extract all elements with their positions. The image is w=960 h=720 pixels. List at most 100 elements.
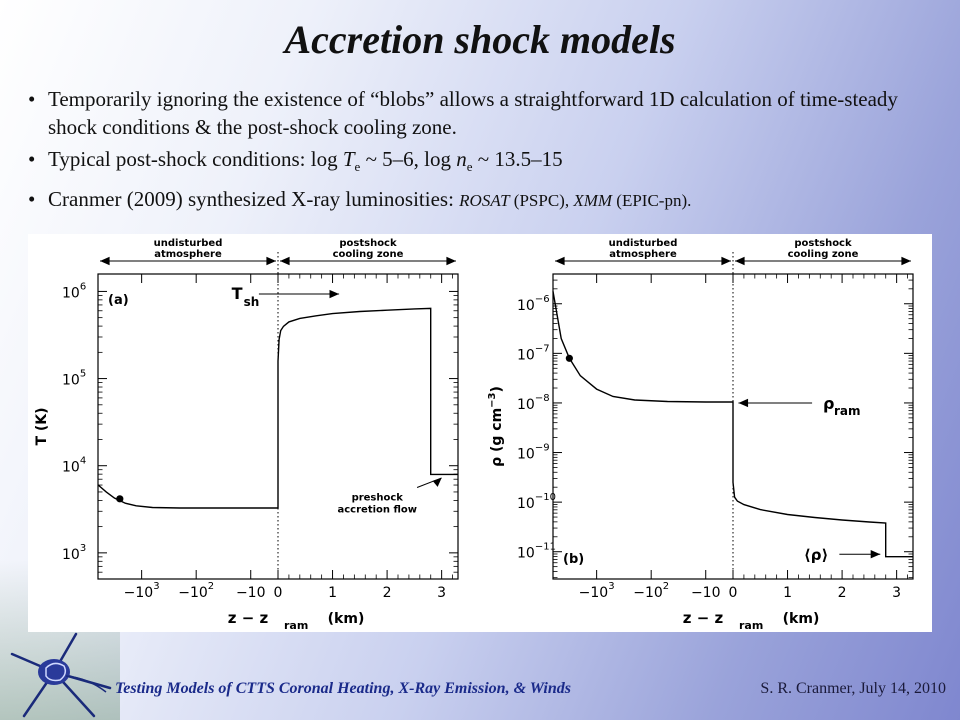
y-axis-label: T (K) — [34, 407, 50, 445]
rho-mean-label: ⟨ρ⟩ — [804, 546, 828, 564]
region-arrowhead — [266, 256, 276, 266]
data-marker — [116, 495, 124, 503]
bullet-text: Cranmer (2009) synthesized X-ray luminos… — [48, 187, 460, 212]
x-tick-label: 0 — [729, 585, 738, 601]
rho-ram-label: ρ — [823, 394, 834, 413]
slide-title: Accretion shock models — [284, 17, 676, 62]
x-tick-exponent: 2 — [663, 581, 669, 592]
region-arrowhead — [735, 256, 745, 266]
region-label-left: undisturbed — [609, 238, 678, 249]
data-marker — [565, 354, 573, 362]
x-axis-label-subscript: ram — [284, 619, 308, 632]
tsh-arrowhead — [329, 289, 340, 299]
x-tick-label: 0 — [274, 585, 283, 601]
region-label-left: atmosphere — [609, 249, 677, 260]
region-label-right: cooling zone — [788, 249, 859, 260]
panel-label: (a) — [108, 293, 129, 308]
y-tick-label: 103 — [62, 543, 86, 563]
region-label-right: cooling zone — [333, 249, 404, 260]
region-arrowhead — [100, 256, 110, 266]
y-tick-exponent: −9 — [535, 443, 550, 454]
data-curve — [552, 291, 913, 558]
x-tick-label: 3 — [892, 585, 901, 601]
bullet-text: n — [456, 147, 467, 171]
x-tick-label: −103 — [124, 581, 160, 601]
bullet-text: ROSAT — [459, 191, 510, 211]
x-axis-unit: (km) — [328, 611, 365, 627]
x-tick-label: −10 — [691, 585, 721, 601]
y-axis-label-end: ) — [489, 386, 505, 392]
figure-panel: undisturbed atmosphere postshock cooling zo… — [28, 234, 932, 632]
x-tick-label: 3 — [437, 585, 446, 601]
x-axis-label-subscript: ram — [739, 619, 763, 632]
y-axis-label-exponent: −3 — [487, 392, 498, 407]
x-axis-label: z − z — [683, 609, 724, 627]
data-curve — [97, 307, 458, 509]
bullet-text: e — [466, 159, 473, 175]
rho-mean-arrowhead — [870, 550, 881, 559]
bullet-text: XMM — [573, 191, 613, 211]
region-arrowhead — [446, 256, 456, 266]
rho-ram-arrowhead — [738, 398, 749, 408]
y-tick-label: 104 — [62, 456, 86, 476]
bullet-item-2: • Typical post-shock conditions: log Te ~… — [28, 145, 938, 181]
region-label-left: undisturbed — [154, 238, 223, 249]
bullet-dot-icon: • — [28, 187, 36, 212]
x-tick-label: 1 — [783, 585, 792, 601]
region-arrowhead — [555, 256, 565, 266]
y-tick-exponent: 5 — [80, 369, 86, 380]
y-tick-exponent: −11 — [535, 542, 556, 553]
bullet-text: Temporarily ignoring the existence of “b… — [48, 87, 898, 139]
y-tick-exponent: −7 — [535, 343, 550, 354]
preshock-arrowhead — [432, 477, 442, 487]
x-tick-exponent: 3 — [153, 581, 159, 592]
bullet-item-1: • Temporarily ignoring the existence of “… — [28, 85, 938, 141]
rho-ram-label-subscript: ram — [834, 404, 861, 418]
y-tick-label: 105 — [62, 369, 86, 389]
bullet-text: T — [342, 147, 355, 171]
y-tick-exponent: −8 — [535, 393, 550, 404]
bullet-text: Typical post-shock conditions: log — [48, 147, 343, 171]
x-tick-exponent: 3 — [608, 581, 614, 592]
y-tick-exponent: −6 — [535, 294, 550, 305]
y-tick-label: 10−6 — [517, 294, 550, 314]
region-arrowhead — [280, 256, 290, 266]
tsh-label: T — [232, 284, 243, 303]
x-tick-label: −102 — [178, 581, 214, 601]
x-tick-label: −103 — [579, 581, 615, 601]
region-arrowhead — [901, 256, 911, 266]
panel-label: (b) — [563, 552, 584, 567]
bullet-item-3: • Cranmer (2009) synthesized X-ray lumino… — [28, 185, 938, 215]
footer-title: Testing Models of CTTS Coronal Heating, … — [115, 680, 571, 697]
region-arrowhead — [721, 256, 731, 266]
region-label-right: postshock — [794, 238, 852, 249]
y-tick-label: 10−7 — [517, 343, 550, 363]
star-logo-icon — [10, 632, 112, 718]
region-label-left: atmosphere — [154, 249, 222, 260]
x-tick-label: −10 — [236, 585, 266, 601]
y-tick-label: 10−9 — [517, 443, 550, 463]
y-tick-exponent: 3 — [80, 543, 86, 554]
bullet-text: (EPIC-pn). — [612, 191, 692, 211]
x-tick-label: 1 — [328, 585, 337, 601]
bullet-list: • Temporarily ignoring the existence of “… — [28, 85, 938, 219]
bullet-dot-icon: • — [28, 87, 36, 111]
y-axis-label: ρ (g cm−3) — [487, 386, 505, 467]
x-tick-exponent: 2 — [208, 581, 214, 592]
x-axis-label: z − z — [228, 609, 269, 627]
region-label-right: postshock — [339, 238, 397, 249]
y-tick-exponent: −10 — [535, 492, 556, 503]
bullet-dot-icon: • — [28, 147, 36, 171]
y-tick-exponent: 4 — [80, 456, 86, 467]
tsh-label-subscript: sh — [244, 295, 260, 309]
preshock-label: accretion flow — [338, 505, 418, 516]
x-tick-label: 2 — [383, 585, 392, 601]
y-tick-exponent: 6 — [80, 281, 86, 292]
bullet-text: (PSPC), — [509, 191, 574, 211]
bullet-text: ~ 5–6, log — [360, 147, 457, 171]
preshock-label: preshock — [352, 493, 404, 504]
x-tick-label: 2 — [838, 585, 847, 601]
